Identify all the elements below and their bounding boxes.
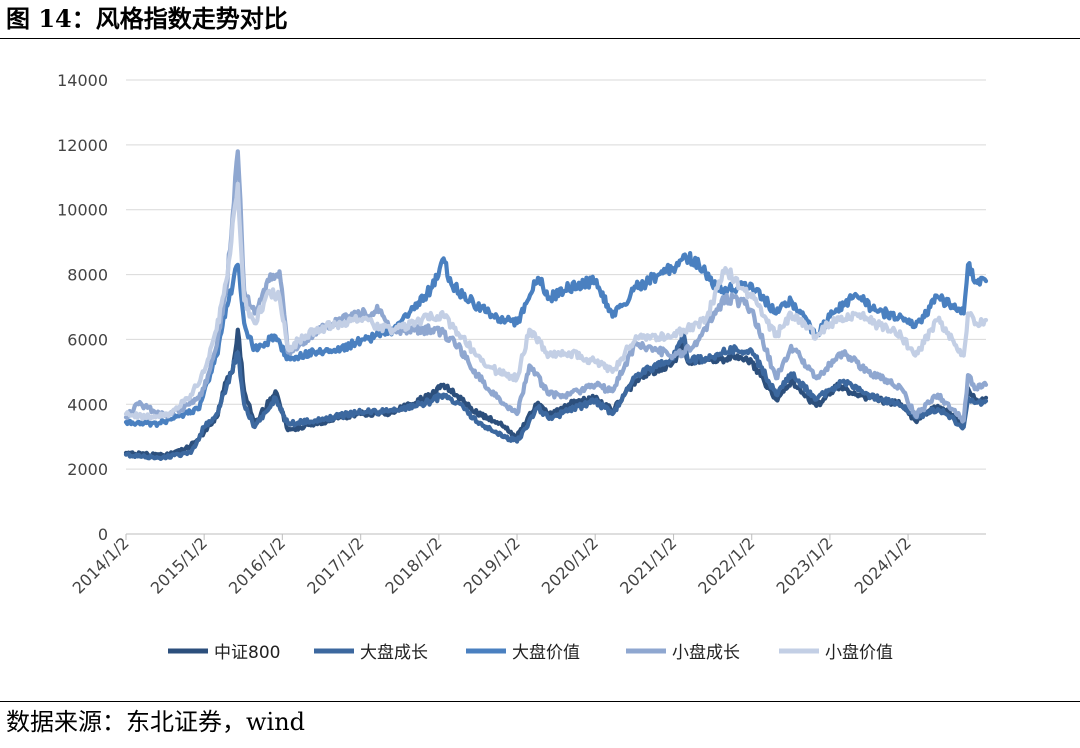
series-line-3	[123, 149, 989, 424]
legend-item-2: 大盘价值	[466, 643, 580, 663]
y-tick-label-12000: 12000	[57, 136, 108, 155]
series-lines	[123, 149, 989, 461]
y-axis: 0 2000 4000 6000 8000 10000 12000 14000	[57, 71, 108, 544]
legend-label-1: 大盘成长	[360, 643, 428, 663]
y-tick-label-0: 0	[98, 525, 108, 544]
legend-item-0: 中证800	[168, 643, 280, 663]
series-line-4	[123, 181, 989, 422]
series-line-1	[123, 330, 989, 461]
y-tick-label-2000: 2000	[67, 460, 108, 479]
x-tick-label-9: 2023/1/2	[772, 533, 836, 597]
x-tick-label-10: 2024/1/2	[851, 533, 915, 597]
legend-item-3: 小盘成长	[626, 643, 740, 663]
y-tick-label-8000: 8000	[67, 266, 108, 285]
legend-label-2: 大盘价值	[512, 643, 580, 663]
legend: 中证800 大盘成长 大盘价值 小盘成长 小盘价值	[168, 643, 893, 663]
legend-label-0: 中证800	[214, 643, 280, 663]
series-line-2	[123, 251, 989, 428]
figure-title: 图 14：风格指数走势对比	[6, 4, 288, 33]
data-source: 数据来源：东北证券，wind	[6, 708, 306, 736]
y-tick-label-10000: 10000	[57, 201, 108, 220]
legend-label-4: 小盘价值	[825, 643, 893, 663]
x-tick-label-4: 2018/1/2	[381, 533, 445, 597]
x-tick-label-2: 2016/1/2	[225, 533, 289, 597]
series-line-0	[123, 327, 989, 459]
source-divider	[0, 701, 1080, 702]
style-index-line-chart: 0 2000 4000 6000 8000 10000 12000 14000 2014/1/…	[57, 71, 989, 663]
title-divider	[0, 38, 1080, 39]
x-tick-label-6: 2020/1/2	[538, 533, 602, 597]
y-tick-label-4000: 4000	[67, 395, 108, 414]
x-axis: 2014/1/2 2015/1/2 2016/1/2 2017/1/2 2018/1/2…	[69, 533, 915, 597]
x-tick-label-3: 2017/1/2	[303, 533, 367, 597]
x-tick-label-5: 2019/1/2	[460, 533, 524, 597]
legend-label-3: 小盘成长	[672, 643, 740, 663]
y-tick-label-14000: 14000	[57, 71, 108, 90]
y-tick-label-6000: 6000	[67, 330, 108, 349]
x-tick-label-8: 2022/1/2	[694, 533, 758, 597]
legend-item-1: 大盘成长	[314, 643, 428, 663]
x-tick-label-7: 2021/1/2	[616, 533, 680, 597]
legend-item-4: 小盘价值	[779, 643, 893, 663]
x-tick-label-1: 2015/1/2	[147, 533, 211, 597]
